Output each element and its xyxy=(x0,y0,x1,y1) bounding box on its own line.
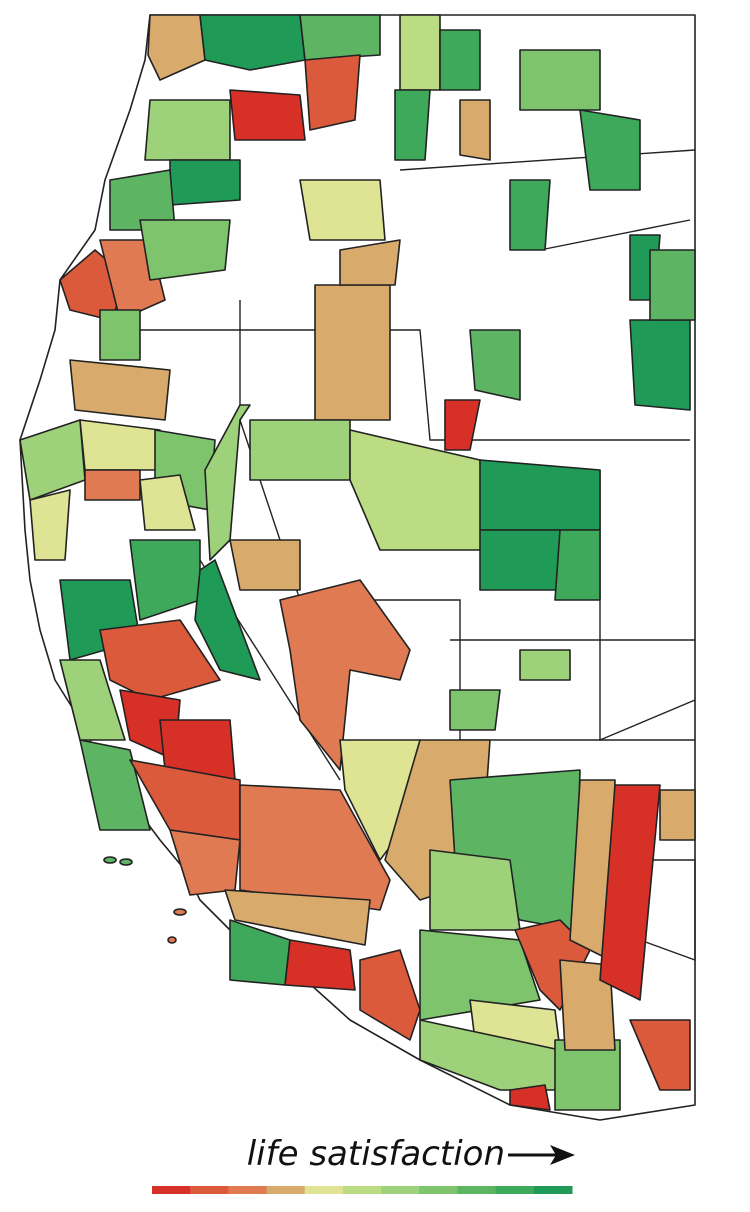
county xyxy=(554,529,601,601)
county xyxy=(349,429,486,551)
county xyxy=(84,469,141,501)
county xyxy=(229,539,301,591)
legend-swatch xyxy=(419,1186,458,1194)
county xyxy=(147,14,206,81)
county xyxy=(519,49,601,111)
county-layer xyxy=(19,14,696,1121)
legend-swatch xyxy=(266,1186,306,1194)
county xyxy=(599,784,661,1001)
legend-arrowhead xyxy=(550,1145,575,1165)
county xyxy=(194,559,261,681)
legend-title: life satisfaction xyxy=(247,1134,505,1174)
county xyxy=(509,1084,551,1111)
county xyxy=(659,789,696,841)
county xyxy=(204,404,251,561)
county xyxy=(399,14,441,91)
county xyxy=(69,359,171,421)
legend: life satisfaction xyxy=(152,1134,575,1194)
county xyxy=(199,14,306,71)
county-border xyxy=(140,329,690,441)
legend-swatch xyxy=(228,1186,268,1194)
county xyxy=(224,889,371,946)
county xyxy=(629,1019,691,1091)
county xyxy=(239,784,391,911)
county xyxy=(169,829,241,896)
county xyxy=(304,54,361,131)
county xyxy=(284,939,356,991)
county xyxy=(629,319,691,411)
county-border xyxy=(539,219,691,251)
county xyxy=(169,159,241,206)
county xyxy=(99,619,221,701)
county xyxy=(459,99,491,161)
county-border xyxy=(239,300,695,741)
island xyxy=(173,908,187,916)
county xyxy=(229,89,306,141)
county xyxy=(29,489,71,561)
county xyxy=(314,284,391,421)
legend-swatch xyxy=(304,1186,344,1194)
island xyxy=(119,858,133,866)
legend-swatch xyxy=(457,1186,497,1194)
county xyxy=(439,29,481,91)
county xyxy=(479,529,561,591)
county xyxy=(249,419,351,481)
county xyxy=(299,14,381,61)
county xyxy=(279,579,411,771)
county xyxy=(394,89,431,161)
county xyxy=(419,929,541,1021)
county xyxy=(649,249,696,321)
county xyxy=(139,219,231,281)
county xyxy=(559,959,616,1051)
county xyxy=(449,689,501,731)
county xyxy=(469,329,521,401)
county xyxy=(579,109,641,191)
legend-swatch xyxy=(533,1186,573,1194)
county xyxy=(144,99,231,161)
legend-swatch xyxy=(152,1186,191,1194)
county xyxy=(519,649,571,681)
legend-swatch xyxy=(342,1186,382,1194)
county xyxy=(99,309,141,361)
island xyxy=(103,856,117,864)
county xyxy=(429,849,521,931)
county-border xyxy=(399,149,696,171)
county xyxy=(299,179,386,241)
legend-swatch xyxy=(190,1186,229,1194)
county xyxy=(509,179,551,251)
county xyxy=(444,399,481,451)
county xyxy=(139,474,196,531)
island xyxy=(167,936,177,944)
county xyxy=(59,659,126,741)
county xyxy=(479,459,601,531)
county xyxy=(339,239,401,286)
county xyxy=(359,949,421,1041)
legend-swatch xyxy=(495,1186,535,1194)
legend-swatch xyxy=(381,1186,420,1194)
county-border xyxy=(639,859,696,961)
